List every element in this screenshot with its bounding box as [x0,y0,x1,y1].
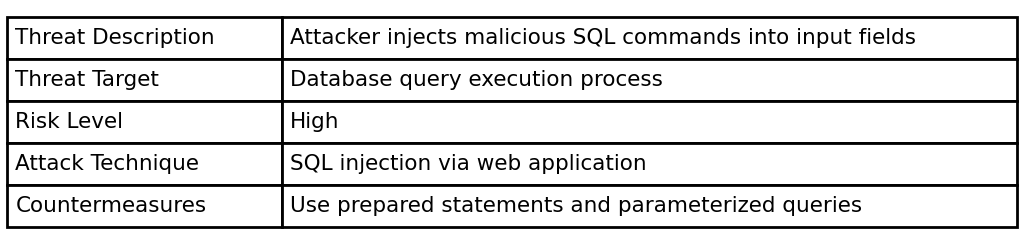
Text: SQL injection via web application: SQL injection via web application [290,154,646,173]
Bar [7,143,282,185]
Bar [282,101,1017,143]
Text: Threat Target: Threat Target [15,70,160,89]
Text: High: High [290,112,340,131]
Bar [7,59,282,101]
Bar [282,185,1017,227]
Bar [282,17,1017,59]
Bar [7,101,282,143]
Text: Use prepared statements and parameterized queries: Use prepared statements and parameterize… [290,196,862,215]
Bar [282,59,1017,101]
Text: Threat Description: Threat Description [15,28,215,47]
Bar [7,17,282,59]
Bar [282,143,1017,185]
Text: Database query execution process: Database query execution process [290,70,663,89]
Text: Risk Level: Risk Level [15,112,123,131]
Text: Countermeasures: Countermeasures [15,196,207,215]
Bar [7,185,282,227]
Text: Attacker injects malicious SQL commands into input fields: Attacker injects malicious SQL commands … [290,28,916,47]
Text: Attack Technique: Attack Technique [15,154,200,173]
